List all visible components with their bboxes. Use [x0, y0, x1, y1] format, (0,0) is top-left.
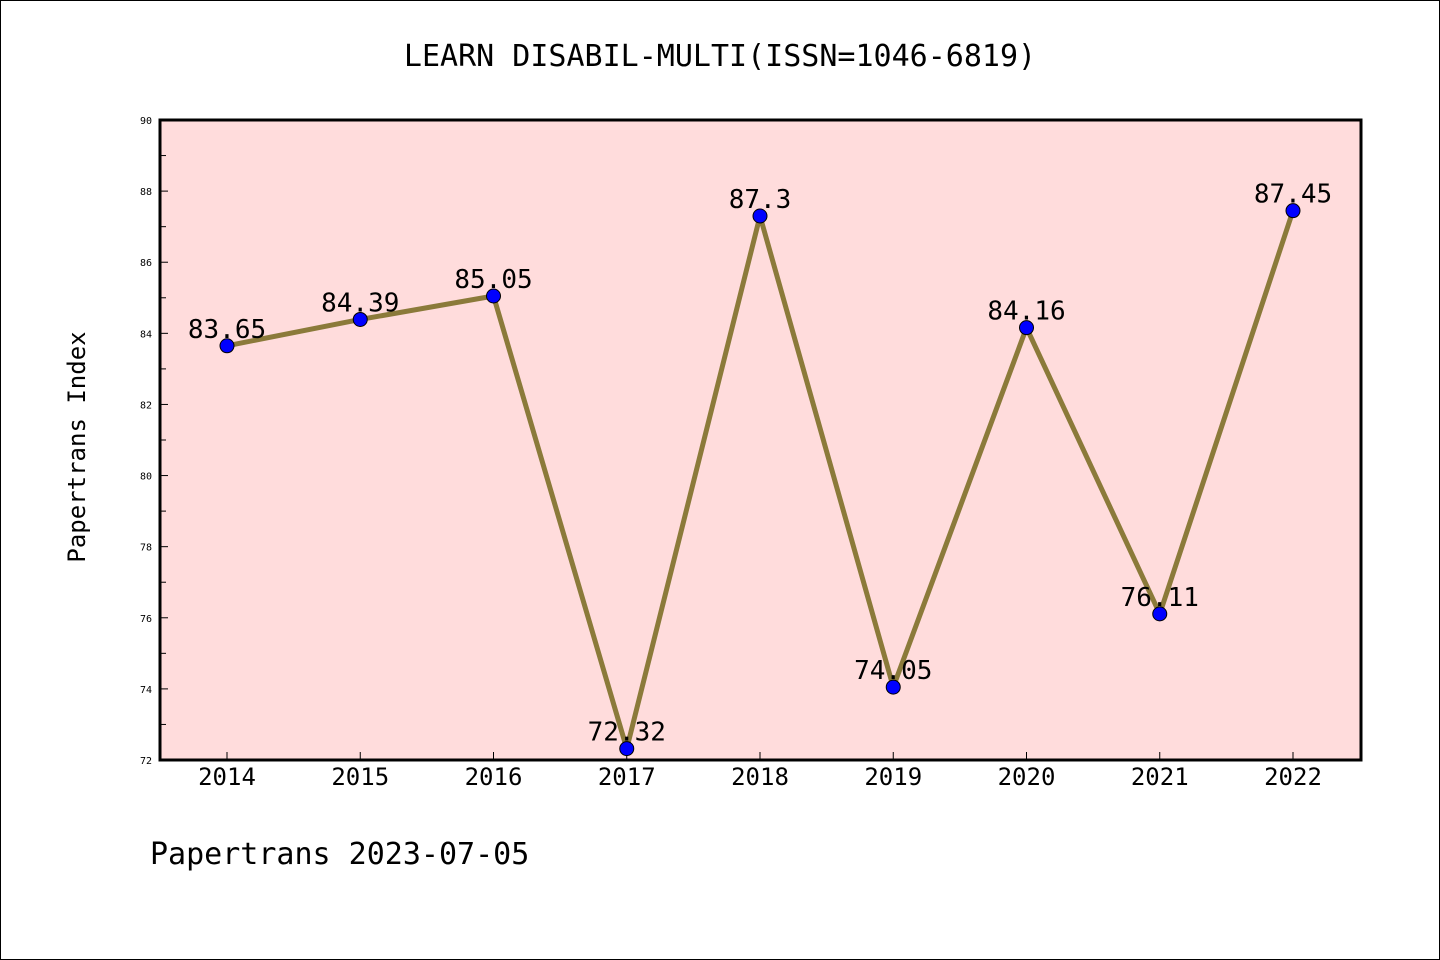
data-points — [219, 203, 1301, 757]
x-tick-label: 2019 — [864, 763, 922, 791]
y-tick-label: 80 — [140, 472, 152, 483]
data-label: 87.3 — [729, 185, 792, 215]
data-point — [486, 288, 501, 304]
x-tick-label: 2016 — [465, 763, 523, 791]
chart-title: LEARN DISABIL-MULTI(ISSN=1046-6819) — [404, 39, 1036, 74]
data-point — [1285, 203, 1301, 219]
x-tick-label: 2018 — [731, 763, 789, 791]
data-point — [1019, 320, 1034, 336]
data-label: 87.45 — [1254, 180, 1332, 210]
x-axis: 2014 2015 2016 2017 2018 2019 2020 2021 2022 — [198, 752, 1322, 791]
data-labels: 83.65 84.39 85.05 72.32 87.3 74.05 84.16 76.11 8… — [188, 180, 1332, 748]
y-tick-label: 86 — [140, 258, 152, 269]
data-point — [885, 679, 901, 695]
data-point — [219, 338, 235, 354]
x-tick-label: 2015 — [331, 763, 389, 791]
data-label: 72.32 — [588, 718, 666, 748]
x-tick-label: 2017 — [598, 763, 656, 791]
data-point — [752, 208, 768, 224]
y-tick-label: 74 — [140, 685, 152, 696]
data-label: 83.65 — [188, 315, 266, 345]
footer-caption: Papertrans 2023-07-05 — [150, 837, 529, 872]
y-tick-label: 84 — [140, 329, 152, 340]
x-tick-label: 2020 — [998, 763, 1056, 791]
x-tick-label: 2021 — [1131, 763, 1189, 791]
data-label: 74.05 — [854, 656, 932, 686]
data-point — [352, 311, 368, 327]
y-axis-label: Papertrans Index — [63, 331, 91, 562]
y-tick-label: 90 — [140, 116, 152, 127]
y-tick-label: 82 — [140, 400, 152, 411]
y-tick-label: 78 — [140, 543, 152, 554]
data-label: 85.05 — [454, 265, 532, 295]
data-point — [619, 741, 635, 757]
data-label: 84.39 — [321, 288, 399, 318]
y-tick-label: 88 — [140, 187, 152, 198]
data-label: 84.16 — [987, 297, 1065, 327]
x-tick-label: 2022 — [1264, 763, 1322, 791]
y-tick-label: 72 — [140, 756, 152, 767]
x-tick-label: 2014 — [198, 763, 256, 791]
data-label: 76.11 — [1121, 583, 1199, 613]
plot-border — [158, 118, 1363, 762]
data-point — [1152, 606, 1168, 622]
y-tick-label: 76 — [140, 614, 152, 625]
